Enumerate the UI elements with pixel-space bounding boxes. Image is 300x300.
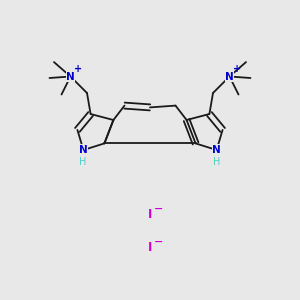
Text: I: I xyxy=(148,208,152,221)
Text: +: + xyxy=(74,64,82,74)
Text: N: N xyxy=(66,71,75,82)
Text: N: N xyxy=(212,145,221,155)
Text: H: H xyxy=(80,157,87,167)
Text: +: + xyxy=(232,64,241,74)
Text: N: N xyxy=(225,71,234,82)
Text: −: − xyxy=(154,237,164,247)
Text: I: I xyxy=(148,241,152,254)
Text: H: H xyxy=(213,157,220,167)
Text: −: − xyxy=(154,204,164,214)
Text: N: N xyxy=(79,145,88,155)
